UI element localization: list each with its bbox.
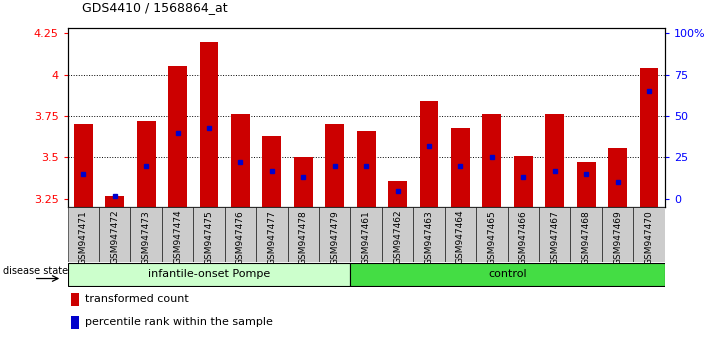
Bar	[105, 195, 124, 207]
Bar	[476, 207, 508, 262]
Text: GSM947468: GSM947468	[582, 210, 591, 264]
Text: GSM947479: GSM947479	[330, 210, 339, 264]
Bar	[137, 121, 156, 207]
Bar	[326, 124, 344, 207]
Text: GDS4410 / 1568864_at: GDS4410 / 1568864_at	[82, 1, 228, 14]
Text: GSM947475: GSM947475	[205, 210, 213, 264]
Bar	[99, 207, 130, 262]
Bar	[445, 207, 476, 262]
Bar	[602, 207, 634, 262]
Bar	[640, 68, 658, 207]
Bar	[483, 114, 501, 207]
Bar	[351, 207, 382, 262]
Bar	[413, 207, 445, 262]
Text: GSM947478: GSM947478	[299, 210, 308, 264]
Text: control: control	[488, 269, 527, 279]
Text: GSM947477: GSM947477	[267, 210, 277, 264]
Bar	[539, 207, 570, 262]
Bar	[577, 162, 596, 207]
Bar	[608, 148, 627, 207]
Bar	[514, 156, 533, 207]
Bar	[319, 207, 351, 262]
Text: GSM947467: GSM947467	[550, 210, 560, 264]
Bar	[130, 207, 162, 262]
Text: GSM947476: GSM947476	[236, 210, 245, 264]
Bar	[419, 101, 439, 207]
Bar	[70, 293, 80, 306]
Bar	[200, 41, 218, 207]
Text: GSM947461: GSM947461	[362, 210, 370, 264]
Text: GSM947469: GSM947469	[613, 210, 622, 264]
Text: GSM947464: GSM947464	[456, 210, 465, 264]
Bar	[193, 207, 225, 262]
Text: GSM947466: GSM947466	[519, 210, 528, 264]
Bar	[68, 263, 351, 286]
Bar	[294, 158, 313, 207]
Bar	[357, 131, 375, 207]
Text: transformed count: transformed count	[85, 295, 189, 304]
Bar	[287, 207, 319, 262]
Bar	[70, 316, 80, 329]
Text: GSM947470: GSM947470	[645, 210, 653, 264]
Bar	[634, 207, 665, 262]
Bar	[225, 207, 256, 262]
Text: GSM947474: GSM947474	[173, 210, 182, 264]
Text: percentile rank within the sample: percentile rank within the sample	[85, 318, 273, 327]
Bar	[451, 128, 470, 207]
Bar	[231, 114, 250, 207]
Bar	[74, 124, 92, 207]
Bar	[545, 114, 565, 207]
Text: GSM947462: GSM947462	[393, 210, 402, 264]
Text: GSM947472: GSM947472	[110, 210, 119, 264]
Text: GSM947471: GSM947471	[79, 210, 87, 264]
Bar	[508, 207, 539, 262]
Text: infantile-onset Pompe: infantile-onset Pompe	[148, 269, 270, 279]
Bar	[256, 207, 287, 262]
Bar	[351, 263, 665, 286]
Text: GSM947473: GSM947473	[141, 210, 151, 264]
Bar	[168, 67, 187, 207]
Bar	[162, 207, 193, 262]
Text: GSM947463: GSM947463	[424, 210, 434, 264]
Bar	[382, 207, 413, 262]
Bar	[68, 207, 99, 262]
Bar	[262, 136, 282, 207]
Text: GSM947465: GSM947465	[488, 210, 496, 264]
Text: disease state: disease state	[4, 266, 68, 276]
Bar	[570, 207, 602, 262]
Bar	[388, 181, 407, 207]
